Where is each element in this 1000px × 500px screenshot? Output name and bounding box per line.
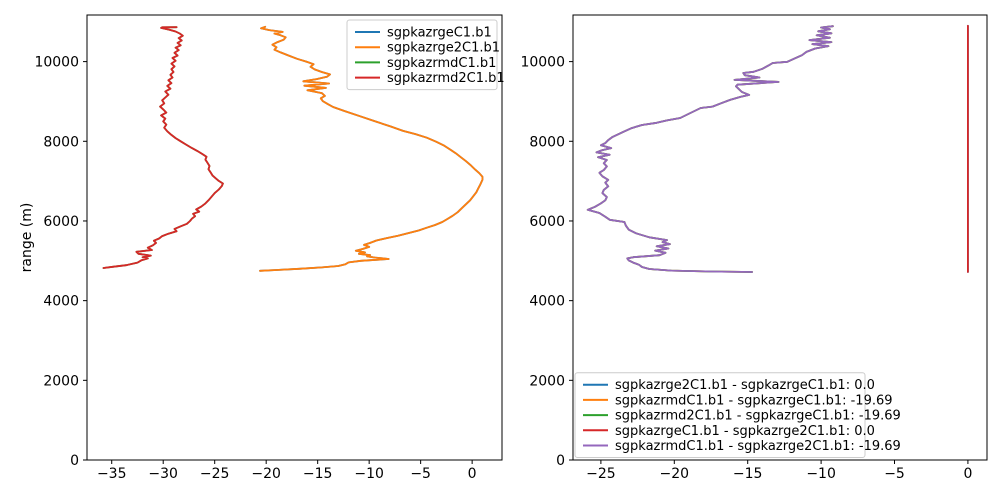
x-tick-label: −10: [806, 466, 836, 482]
x-tick-label: −20: [251, 466, 281, 482]
y-tick-label: 8000: [529, 134, 565, 150]
legend: sgpkazrgeC1.b1sgpkazrge2C1.b1sgpkazrmdC1…: [346, 19, 505, 91]
x-tick-label: −15: [733, 466, 763, 482]
x-tick-label: −25: [586, 466, 616, 482]
series-line-sgpkazrge2C1.b1: [259, 25, 484, 272]
y-tick-label: 10000: [520, 55, 565, 71]
y-tick-label: 4000: [43, 294, 79, 310]
x-tick-label: −10: [354, 466, 384, 482]
x-tick-label: −5: [884, 466, 905, 482]
x-tick-label: 0: [468, 466, 477, 482]
legend-label: sgpkazrge2C1.b1: [387, 41, 500, 56]
x-tick-label: −15: [303, 466, 333, 482]
y-axis-label: range (m): [19, 203, 35, 273]
y-tick-label: 6000: [43, 214, 79, 230]
y-tick-label: 0: [556, 453, 565, 469]
x-tick-label: −20: [660, 466, 690, 482]
y-tick-label: 6000: [529, 214, 565, 230]
y-tick-label: 2000: [529, 373, 565, 389]
x-tick-label: −30: [148, 466, 178, 482]
x-tick-label: −25: [200, 466, 230, 482]
legend-box: [346, 19, 498, 91]
series-line-sgpkazrmd2C1.b1: [102, 26, 224, 269]
legend-label: sgpkazrgeC1.b1: [387, 26, 492, 41]
legend-label: sgpkazrmdC1.b1: [387, 56, 496, 71]
y-tick-label: 2000: [43, 373, 79, 389]
legend: sgpkazrge2C1.b1 - sgpkazrgeC1.b1: 0.0sgp…: [574, 372, 901, 459]
y-tick-label: 10000: [34, 55, 79, 71]
y-tick-label: 4000: [529, 294, 565, 310]
legend-label: sgpkazrmdC1.b1 - sgpkazrge2C1.b1: -19.69: [615, 439, 901, 454]
y-tick-label: 8000: [43, 134, 79, 150]
x-tick-label: −35: [97, 466, 127, 482]
y-tick-label: 0: [70, 453, 79, 469]
legend-label: sgpkazrmd2C1.b1 - sgpkazrgeC1.b1: -19.69: [615, 409, 901, 424]
series-line-sgpkazrmdC1.b1 - sgpkazrge2C1.b1: [586, 25, 834, 273]
legend-label: sgpkazrmdC1.b1 - sgpkazrgeC1.b1: -19.69: [615, 393, 893, 408]
legend-box: [574, 372, 866, 459]
legend-label: sgpkazrmd2C1.b1: [387, 71, 505, 86]
axes-spines: [86, 14, 503, 461]
legend-label: sgpkazrgeC1.b1 - sgpkazrge2C1.b1: 0.0: [615, 424, 875, 439]
axes-spines: [572, 14, 988, 461]
legend-label: sgpkazrge2C1.b1 - sgpkazrgeC1.b1: 0.0: [615, 378, 875, 393]
series-line-sgpkazrmdC1.b1 - sgpkazrgeC1.b1: [586, 25, 834, 273]
series-line-sgpkazrmd2C1.b1 - sgpkazrgeC1.b1: [586, 25, 834, 273]
x-tick-label: 0: [963, 466, 972, 482]
x-tick-label: −5: [410, 466, 431, 482]
